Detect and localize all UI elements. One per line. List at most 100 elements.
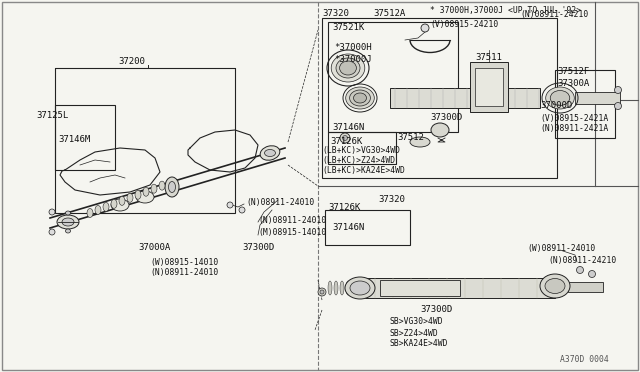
Ellipse shape — [159, 181, 165, 190]
Text: 37126K: 37126K — [330, 138, 362, 147]
Text: (N)08911-24210: (N)08911-24210 — [520, 10, 588, 19]
Circle shape — [614, 103, 621, 109]
Text: 37000A: 37000A — [138, 244, 170, 253]
Circle shape — [318, 288, 326, 296]
Circle shape — [589, 270, 595, 278]
Text: (N)08911-24010: (N)08911-24010 — [246, 198, 314, 206]
Text: 37511: 37511 — [475, 54, 502, 62]
Text: 37146N: 37146N — [332, 224, 364, 232]
Ellipse shape — [336, 58, 360, 78]
Ellipse shape — [431, 123, 449, 137]
Ellipse shape — [346, 281, 350, 295]
Text: (N)08911-24010: (N)08911-24010 — [258, 215, 326, 224]
Ellipse shape — [352, 281, 356, 295]
Ellipse shape — [103, 202, 109, 211]
Text: 37300D: 37300D — [420, 305, 452, 314]
Ellipse shape — [143, 187, 149, 196]
Text: 37146M: 37146M — [58, 135, 90, 144]
Circle shape — [239, 207, 245, 213]
Text: 37000D: 37000D — [540, 102, 572, 110]
Text: 37320: 37320 — [322, 10, 349, 19]
Ellipse shape — [119, 196, 125, 205]
Circle shape — [227, 202, 233, 208]
Bar — [55, 68, 235, 213]
Text: (N)08911-2421A: (N)08911-2421A — [540, 124, 608, 132]
Ellipse shape — [340, 61, 356, 75]
Text: 37320: 37320 — [378, 196, 405, 205]
Ellipse shape — [550, 90, 570, 106]
Ellipse shape — [353, 93, 367, 103]
Bar — [475, 68, 503, 106]
Ellipse shape — [65, 211, 70, 215]
Bar — [555, 70, 615, 138]
Bar — [322, 18, 557, 178]
Ellipse shape — [346, 87, 374, 109]
Ellipse shape — [260, 146, 280, 160]
Text: (W)08915-14010: (W)08915-14010 — [150, 257, 218, 266]
Text: SB>VG30>4WD: SB>VG30>4WD — [390, 317, 444, 327]
Ellipse shape — [264, 150, 275, 157]
Ellipse shape — [111, 199, 129, 211]
Text: 37512A: 37512A — [373, 10, 405, 19]
Text: 37300A: 37300A — [557, 78, 589, 87]
Ellipse shape — [95, 205, 101, 215]
Ellipse shape — [57, 215, 79, 229]
Text: SB>Z24>4WD: SB>Z24>4WD — [390, 328, 439, 337]
Ellipse shape — [540, 274, 570, 298]
Ellipse shape — [410, 137, 430, 147]
Circle shape — [614, 87, 621, 93]
Circle shape — [577, 266, 584, 273]
Text: 37300D: 37300D — [430, 113, 462, 122]
Circle shape — [340, 133, 350, 143]
Ellipse shape — [65, 229, 70, 233]
Circle shape — [320, 290, 324, 294]
Ellipse shape — [328, 281, 332, 295]
Text: 37521K: 37521K — [332, 23, 364, 32]
Circle shape — [49, 209, 55, 215]
Text: *37000J: *37000J — [334, 55, 372, 64]
Text: (V)08915-24210: (V)08915-24210 — [430, 19, 499, 29]
Text: (LB+KC)>VG30>4WD: (LB+KC)>VG30>4WD — [322, 145, 400, 154]
Circle shape — [421, 24, 429, 32]
Ellipse shape — [127, 193, 133, 202]
Text: 37200: 37200 — [118, 58, 145, 67]
Text: 37146N: 37146N — [332, 122, 364, 131]
Text: 37512F: 37512F — [557, 67, 589, 77]
Bar — [568, 282, 603, 292]
Ellipse shape — [546, 87, 574, 109]
Text: (LB+KC)>Z24>4WD: (LB+KC)>Z24>4WD — [322, 155, 395, 164]
Text: *37000H: *37000H — [334, 44, 372, 52]
Ellipse shape — [334, 281, 338, 295]
Bar — [390, 88, 540, 108]
Bar — [380, 280, 460, 296]
Text: SB>KA24E>4WD: SB>KA24E>4WD — [390, 340, 449, 349]
Ellipse shape — [332, 54, 365, 82]
Ellipse shape — [151, 184, 157, 193]
Text: * 37000H,37000J <UP TO JUL.'92>: * 37000H,37000J <UP TO JUL.'92> — [430, 6, 581, 16]
Bar — [328, 22, 458, 132]
Ellipse shape — [349, 90, 371, 106]
Ellipse shape — [340, 281, 344, 295]
Text: 37512: 37512 — [397, 134, 424, 142]
Ellipse shape — [358, 281, 362, 295]
Circle shape — [49, 229, 55, 235]
Ellipse shape — [165, 177, 179, 197]
Bar — [365, 278, 555, 298]
Text: 37300D: 37300D — [242, 244, 275, 253]
Circle shape — [342, 135, 348, 141]
Bar — [328, 132, 396, 164]
Ellipse shape — [136, 191, 154, 203]
Text: (N)08911-24010: (N)08911-24010 — [150, 269, 218, 278]
Ellipse shape — [350, 281, 370, 295]
Ellipse shape — [135, 190, 141, 199]
Text: (V)08915-2421A: (V)08915-2421A — [540, 113, 608, 122]
Text: 37125L: 37125L — [36, 110, 68, 119]
Bar — [575, 92, 620, 104]
Bar — [470, 62, 508, 112]
Ellipse shape — [111, 199, 117, 208]
Bar — [325, 210, 410, 245]
Ellipse shape — [62, 218, 74, 226]
Ellipse shape — [168, 182, 175, 192]
Text: (LB+KC)>KA24E>4WD: (LB+KC)>KA24E>4WD — [322, 166, 405, 174]
Text: (N)08911-24210: (N)08911-24210 — [548, 256, 616, 264]
